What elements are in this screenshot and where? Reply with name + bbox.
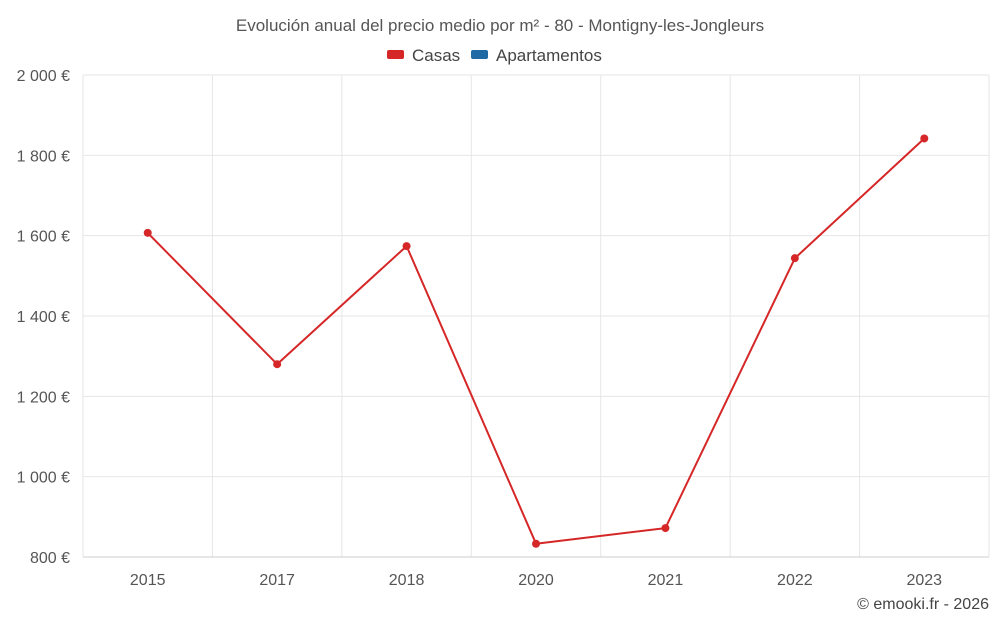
legend-label-apartamentos: Apartamentos: [496, 46, 602, 65]
x-tick-label: 2022: [777, 572, 813, 589]
y-tick-label: 1 400 €: [17, 309, 70, 326]
legend-swatch-apartamentos: [471, 50, 488, 59]
chart-title: Evolución anual del precio medio por m² …: [236, 16, 764, 35]
x-tick-label: 2015: [130, 572, 166, 589]
data-point-casas[interactable]: [143, 228, 152, 237]
legend-label-casas: Casas: [412, 46, 460, 65]
y-tick-label: 1 600 €: [17, 229, 70, 246]
data-point-casas[interactable]: [790, 254, 799, 263]
data-point-casas[interactable]: [920, 134, 929, 143]
data-point-casas[interactable]: [532, 539, 540, 548]
credit-text: © emooki.fr - 2026: [857, 596, 989, 613]
series-layer: [143, 134, 929, 548]
legend-item-casas[interactable]: Casas: [387, 46, 460, 65]
data-point-casas[interactable]: [661, 524, 670, 533]
y-tick-label: 2 000 €: [17, 68, 70, 85]
data-point-casas[interactable]: [402, 242, 411, 251]
x-gridlines: [82, 75, 990, 557]
y-tick-label: 1 200 €: [17, 389, 70, 406]
x-tick-label: 2018: [389, 572, 425, 589]
x-tick-label: 2020: [518, 572, 554, 589]
series-line-casas: [146, 137, 925, 545]
legend: Casas Apartamentos: [387, 46, 602, 65]
y-axis-ticks: 800 € 1 000 € 1 200 € 1 400 € 1 600 € 1 800 €…: [17, 68, 70, 567]
y-tick-label: 1 800 €: [17, 148, 70, 165]
x-tick-label: 2017: [259, 572, 295, 589]
x-tick-label: 2021: [648, 572, 684, 589]
y-tick-label: 800 €: [30, 550, 70, 567]
y-gridlines: [83, 74, 989, 478]
legend-swatch-casas: [387, 50, 404, 59]
x-tick-label: 2023: [906, 572, 942, 589]
x-axis-ticks: 2015 2017 2018 2020 2021 2022 2023: [130, 572, 942, 589]
legend-item-apartamentos[interactable]: Apartamentos: [471, 46, 602, 65]
y-tick-label: 1 000 €: [17, 470, 70, 487]
data-point-casas[interactable]: [273, 360, 282, 369]
